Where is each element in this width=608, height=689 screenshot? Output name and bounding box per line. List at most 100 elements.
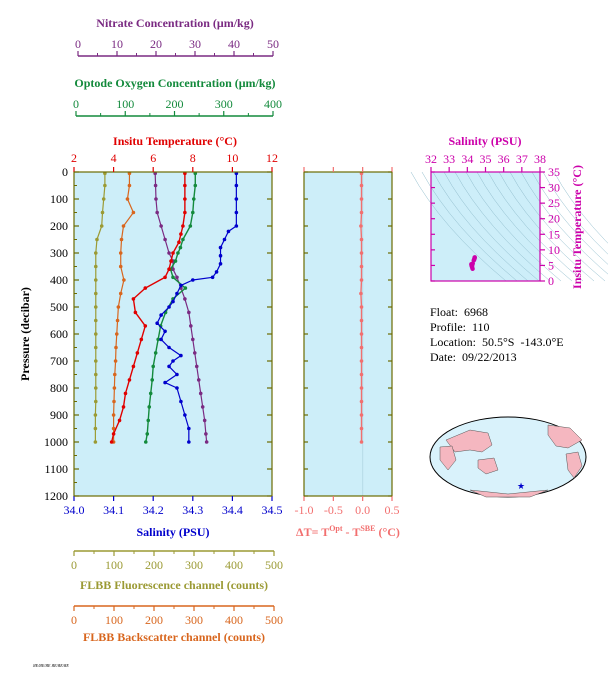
- fluorescence-axis-title: FLBB Fluorescence channel (counts): [80, 578, 268, 592]
- nitrate-data-point: [192, 351, 197, 355]
- nitrate-data-point: [200, 405, 205, 409]
- world-map: ★: [429, 416, 587, 498]
- backscatter-tick-label: 0: [71, 613, 77, 627]
- oxygen-data-point: [183, 286, 188, 290]
- delta-t-axis-title: ΔT= TOpt - TSBE (°C): [296, 524, 400, 539]
- nitrate-data-point: [175, 275, 179, 280]
- ts-temperature-axis-title: Insitu Temperature (°C): [570, 165, 584, 289]
- fluorescence-data-point: [93, 386, 98, 390]
- ts-temperature-tick-label: 15: [548, 227, 560, 241]
- fluorescence-tick-label: 200: [145, 558, 163, 572]
- profile-info: Profile: 110: [430, 320, 490, 334]
- backscatter-data-point: [113, 359, 118, 363]
- temperature-data-point: [167, 267, 171, 272]
- fluorescence-data-point: [93, 291, 98, 296]
- oxygen-data-point: [188, 224, 193, 228]
- temperature-data-point: [135, 351, 140, 355]
- backscatter-data-point: [114, 332, 119, 336]
- temperature-data-point: [171, 251, 175, 255]
- delta-t-data-point: [359, 440, 364, 444]
- oxygen-data-point: [176, 251, 180, 255]
- temperature-data-point: [177, 240, 181, 244]
- ts-salinity-tick-label: 37: [516, 152, 528, 166]
- backscatter-tick-label: 300: [185, 613, 203, 627]
- nitrate-data-point: [183, 297, 187, 301]
- ts-salinity-tick-label: 33: [443, 152, 455, 166]
- salinity-data-point: [218, 245, 223, 250]
- float-location-marker-icon: ★: [517, 481, 525, 491]
- delta-t-data-point: [359, 386, 364, 390]
- salinity-tick-label: 34.3: [182, 503, 203, 517]
- fluorescence-tick-label: 300: [185, 558, 203, 572]
- salinity-data-point: [187, 440, 191, 444]
- nitrate-tick-label: 10: [111, 37, 123, 51]
- salinity-data-point: [179, 399, 183, 404]
- salinity-data-point: [155, 321, 159, 326]
- ts-temperature-tick-label: 20: [548, 212, 560, 226]
- temperature-tick-label: 8: [190, 151, 196, 165]
- oxygen-data-point: [173, 259, 178, 263]
- temperature-data-point: [163, 275, 167, 280]
- fluorescence-data-point: [93, 251, 98, 255]
- map-land-africa: [439, 445, 457, 471]
- temperature-tick-label: 2: [71, 151, 77, 165]
- oxygen-data-point: [148, 391, 153, 396]
- nitrate-data-point: [163, 237, 167, 242]
- fluorescence-data-point: [93, 413, 98, 417]
- fluorescence-data-point: [100, 210, 105, 215]
- nitrate-data-point: [194, 364, 199, 369]
- delta-t-data-point: [359, 197, 364, 201]
- ts-density-contour: [421, 171, 518, 282]
- delta-t-data-point: [359, 305, 364, 309]
- delta-t-title-part: - T: [343, 525, 361, 539]
- oxygen-data-point: [147, 405, 152, 409]
- salinity-data-point: [234, 224, 239, 228]
- salinity-tick-label: 34.0: [64, 503, 85, 517]
- oxygen-axis: Optode Oxygen Concentration (μm/kg) 0 100…: [73, 76, 282, 117]
- delta-t-data-point: [359, 251, 364, 255]
- salinity-data-point: [191, 278, 195, 282]
- nitrate-tick-label: 40: [228, 37, 240, 51]
- fluorescence-axis-ticks: 0 100 200 300 400 500: [71, 551, 283, 572]
- ts-density-contour: [509, 171, 606, 282]
- temperature-data-point: [183, 197, 187, 201]
- temperature-tick-label: 10: [226, 151, 238, 165]
- temperature-data-point: [109, 440, 114, 444]
- ts-density-contours: [410, 171, 608, 282]
- delta-t-tick-label: 0.5: [385, 503, 400, 517]
- nitrate-data-point: [167, 251, 171, 255]
- salinity-data-point: [167, 364, 171, 369]
- salinity-data-point: [163, 329, 167, 334]
- oxygen-tick-label: 300: [215, 97, 233, 111]
- nitrate-tick-label: 20: [150, 37, 162, 51]
- backscatter-tick-label: 500: [265, 613, 283, 627]
- salinity-data-point: [226, 229, 231, 234]
- nitrate-data-point: [204, 432, 208, 436]
- ts-density-contour: [498, 171, 595, 282]
- backscatter-data-point: [131, 210, 136, 215]
- salinity-tick-label: 34.2: [143, 503, 164, 517]
- salinity-data-point: [234, 210, 239, 215]
- oxygen-data-point: [181, 237, 185, 242]
- temperature-profile-line: [110, 173, 186, 443]
- oxygen-tick-label: 0: [73, 97, 79, 111]
- nitrate-data-point: [196, 378, 201, 382]
- nitrate-axis-ticks: 0 10 20 30 40 50: [75, 37, 279, 56]
- profile-panel: 2 4 6 8 10 12 34.0 34.1 34.2 34.3 34.4 34.5 0 100 200 3…: [44, 151, 283, 517]
- salinity-data-point: [187, 426, 191, 431]
- ts-density-contour: [487, 171, 584, 282]
- map-land-asia: [445, 429, 493, 453]
- pressure-tick-label: 300: [50, 246, 68, 260]
- salinity-data-point: [234, 197, 239, 201]
- backscatter-axis-title: FLBB Backscatter channel (counts): [83, 630, 265, 644]
- fluorescence-tick-label: 400: [225, 558, 243, 572]
- backscatter-data-point: [116, 305, 121, 309]
- ts-density-contour: [553, 171, 608, 244]
- salinity-data-point: [171, 299, 175, 304]
- salinity-data-point: [175, 386, 179, 390]
- salinity-data-point: [167, 345, 171, 350]
- delta-t-data-point: [359, 345, 364, 350]
- temperature-data-point: [183, 183, 187, 188]
- delta-t-data-point: [359, 372, 364, 377]
